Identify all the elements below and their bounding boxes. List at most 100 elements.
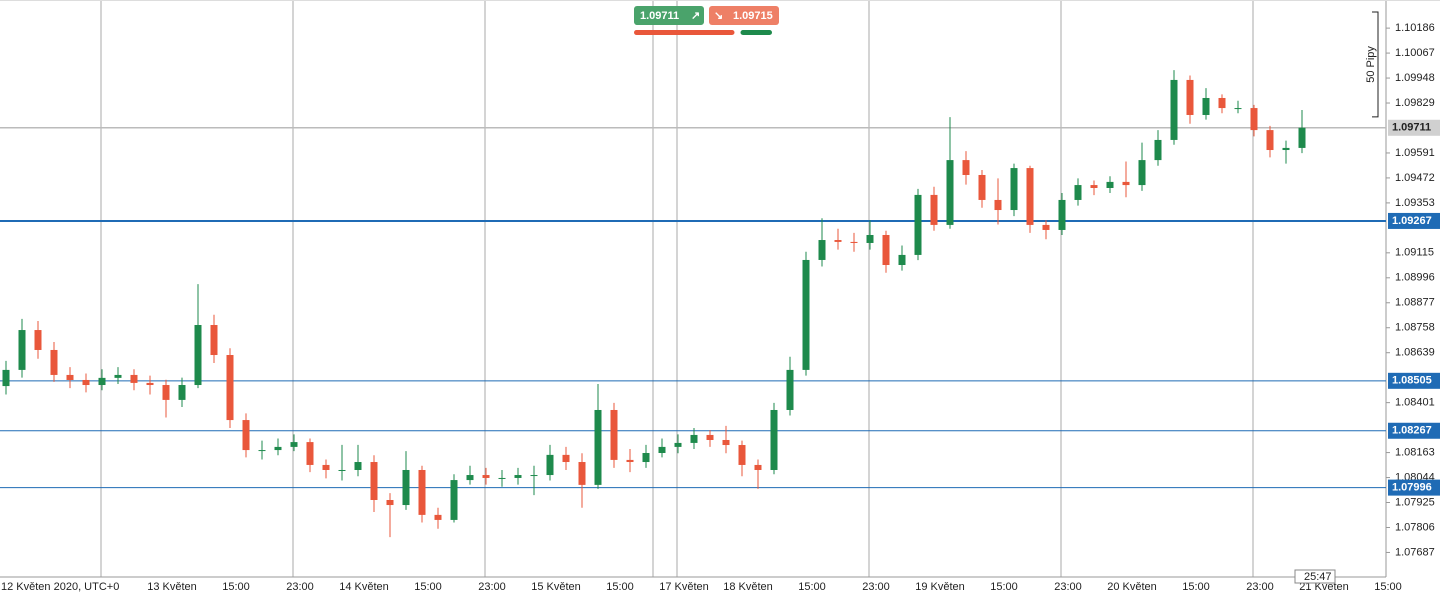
candle-body [418, 469, 426, 515]
y-tick-label: 1.09472 [1395, 172, 1435, 184]
candle-body [338, 469, 346, 471]
candle-body [18, 330, 26, 370]
sentiment-buy [740, 30, 772, 35]
trade-widget: 1.09711 ↗ ↘ 1.09715 [634, 6, 779, 25]
candle-body [722, 439, 730, 446]
countdown-box [1294, 569, 1336, 584]
countdown: 25:47 [1304, 571, 1332, 583]
x-tick-label: 21 Květen [1299, 581, 1349, 593]
x-tick-label: 23:00 [286, 581, 314, 593]
candle-body [530, 475, 538, 477]
y-tick-label: 1.08163 [1395, 446, 1435, 458]
candle-body [770, 409, 778, 470]
candle-body [866, 234, 874, 243]
candle-body [1010, 168, 1018, 211]
candle-body [1074, 185, 1082, 200]
candle-body [1058, 199, 1066, 230]
candle-body [194, 325, 202, 386]
y-tick-label: 1.09353 [1395, 197, 1435, 209]
candle-body [178, 385, 186, 400]
candle-body [562, 454, 570, 463]
candle-body [1186, 79, 1194, 115]
pip-bracket [1372, 11, 1379, 118]
sell-button[interactable] [634, 6, 704, 25]
candle-body [1202, 97, 1210, 115]
y-tick-label: 1.07687 [1395, 546, 1435, 558]
level-tag [1388, 372, 1440, 389]
candle-body [434, 514, 442, 520]
candle-body [50, 349, 58, 375]
level-tag [1388, 212, 1440, 229]
level-label: 1.08505 [1392, 375, 1432, 387]
candle-body [450, 480, 458, 520]
candle-body [850, 241, 858, 243]
buy-arrow: ↘ [714, 10, 723, 22]
candle-body [1218, 97, 1226, 109]
candle-body [290, 442, 298, 447]
y-tick-label: 1.08877 [1395, 297, 1435, 309]
x-tick-label: 23:00 [478, 581, 506, 593]
candle-body [610, 409, 618, 460]
x-tick-label: 15:00 [414, 581, 442, 593]
candle-body [1154, 139, 1162, 161]
candle-body [306, 442, 314, 465]
level-tag [1388, 422, 1440, 439]
candle-body [482, 475, 490, 478]
x-tick-label: 14 Květen [339, 581, 389, 593]
y-tick-label: 1.08401 [1395, 397, 1435, 409]
candle-body [354, 462, 362, 470]
buy-price: 1.09715 [733, 10, 773, 22]
candle-body [226, 355, 234, 421]
candle-body [786, 369, 794, 410]
y-tick-label: 1.10186 [1395, 22, 1435, 34]
candle-body [754, 464, 762, 470]
buy-button[interactable] [709, 6, 779, 25]
candle-body [498, 477, 506, 479]
candle-body [738, 445, 746, 465]
x-tick-label: 15:00 [1182, 581, 1210, 593]
candle-body [146, 382, 154, 386]
candle-body [546, 454, 554, 476]
candle-body [674, 442, 682, 447]
candle-body [1250, 108, 1258, 131]
x-tick-label: 17 Květen [659, 581, 709, 593]
candle-body [322, 464, 330, 470]
candle-body [1298, 127, 1306, 148]
candle-body [642, 452, 650, 463]
candle-body [578, 462, 586, 485]
current-price-label: 1.09711 [1392, 122, 1431, 134]
candle-body [402, 469, 410, 506]
y-tick-label: 1.09829 [1395, 97, 1435, 109]
candle-body [514, 475, 522, 478]
x-tick-label: 15 Květen [531, 581, 581, 593]
candle-body [34, 330, 42, 350]
sell-price: 1.09711 [640, 10, 679, 22]
pip-label: 50 Pipy [1365, 46, 1377, 83]
candle-body [466, 475, 474, 481]
x-tick-label: 15:00 [606, 581, 634, 593]
candle-body [1266, 130, 1274, 151]
candle-body [1170, 79, 1178, 140]
x-tick-label: 18 Květen [723, 581, 773, 593]
candle-body [386, 499, 394, 506]
candle-body [274, 446, 282, 451]
sentiment-sell [634, 30, 735, 35]
x-tick-label: 15:00 [990, 581, 1018, 593]
candle-body [978, 174, 986, 200]
candle-body [2, 369, 10, 387]
candle-body [66, 374, 74, 380]
candle-body [1042, 224, 1050, 230]
candle-body [98, 377, 106, 386]
y-tick-label: 1.09115 [1395, 247, 1434, 259]
x-tick-label: 15:00 [798, 581, 826, 593]
candle-body [1026, 168, 1034, 225]
candle-body [994, 199, 1002, 211]
candle-body [834, 240, 842, 242]
current-price-tag [1388, 119, 1440, 136]
y-tick-label: 1.08639 [1395, 347, 1435, 359]
candle-body [946, 160, 954, 225]
candle-body [626, 459, 634, 463]
sell-arrow: ↗ [691, 10, 700, 22]
x-tick-label: 15:00 [1374, 581, 1402, 593]
